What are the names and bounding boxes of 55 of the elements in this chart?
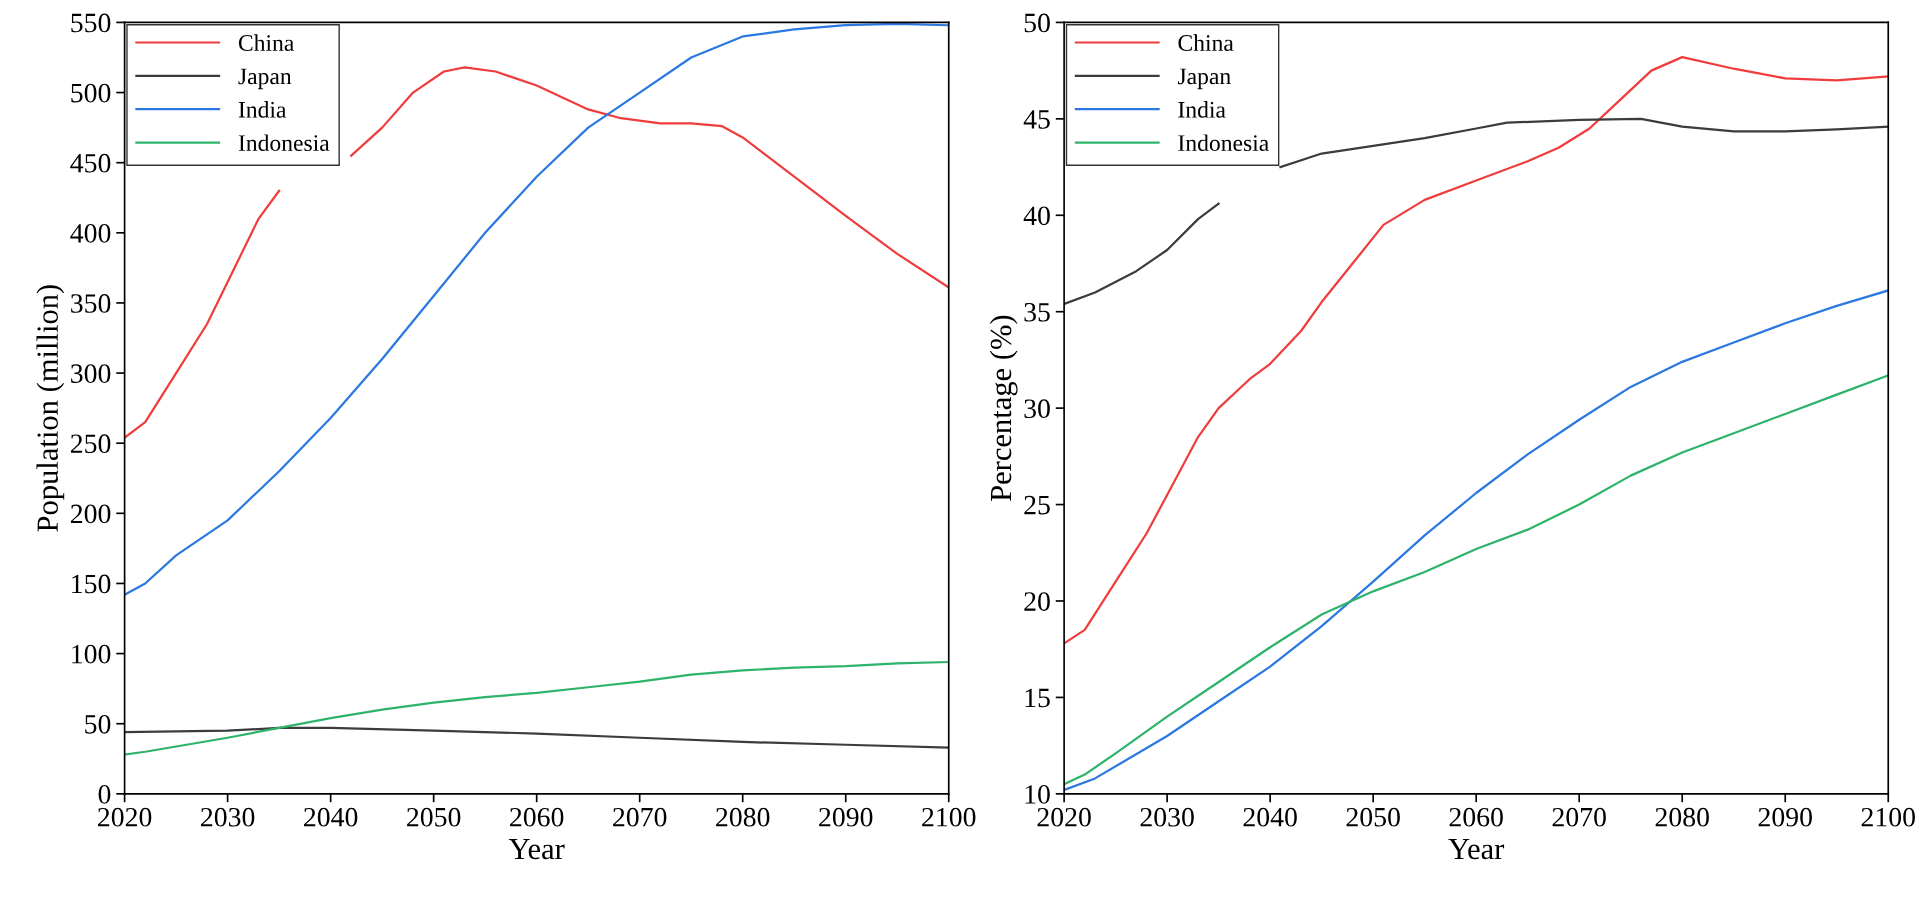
x-tick-label: 2100 bbox=[922, 807, 976, 827]
x-tick-label: 2040 bbox=[1243, 807, 1297, 827]
x-axis-title: Year bbox=[1448, 838, 1505, 860]
x-tick-label: 2100 bbox=[1861, 807, 1915, 827]
x-tick-label: 2070 bbox=[1552, 807, 1606, 827]
legend-label: Japan bbox=[238, 68, 292, 90]
x-axis-title: Year bbox=[508, 838, 565, 860]
y-tick-label: 100 bbox=[72, 644, 111, 664]
y-tick-label: 50 bbox=[1024, 13, 1050, 33]
line-series bbox=[1064, 56, 1889, 645]
y-tick-label: 25 bbox=[1024, 495, 1050, 515]
x-tick-label: 2080 bbox=[1655, 807, 1709, 827]
line-series bbox=[124, 660, 949, 756]
legend-label: India bbox=[1178, 101, 1226, 118]
y-tick-label: 30 bbox=[1024, 399, 1050, 419]
x-tick-label: 2090 bbox=[819, 807, 873, 827]
x-tick-label: 2030 bbox=[1140, 807, 1194, 827]
line-series bbox=[124, 726, 949, 749]
y-axis-title: Population (million) bbox=[36, 285, 65, 532]
y-tick-label: 500 bbox=[71, 83, 111, 103]
y-tick-label: 400 bbox=[70, 223, 111, 243]
x-tick-label: 2050 bbox=[407, 807, 461, 827]
y-tick-label: 250 bbox=[70, 434, 111, 454]
line-series bbox=[1064, 374, 1889, 786]
y-tick-label: 15 bbox=[1025, 688, 1050, 708]
y-tick-label: 20 bbox=[1024, 592, 1050, 611]
x-tick-label: 2020 bbox=[1037, 807, 1091, 827]
y-tick-label: 200 bbox=[70, 504, 111, 524]
x-tick-label: 2060 bbox=[510, 807, 564, 827]
y-axis-title: Percentage (%) bbox=[989, 315, 1018, 501]
y-tick-label: 450 bbox=[70, 153, 111, 173]
y-tick-label: 50 bbox=[85, 714, 111, 734]
y-tick-label: 40 bbox=[1023, 206, 1050, 226]
y-tick-label: 550 bbox=[71, 13, 111, 33]
legend-label: Indonesia bbox=[238, 134, 330, 152]
legend-label: India bbox=[238, 101, 287, 118]
y-tick-label: 350 bbox=[71, 294, 111, 313]
x-tick-label: 2040 bbox=[304, 807, 358, 827]
legend-label: China bbox=[1178, 34, 1234, 51]
y-tick-label: 45 bbox=[1023, 110, 1050, 129]
legend-label: China bbox=[238, 34, 295, 51]
y-tick-label: 150 bbox=[72, 574, 111, 594]
x-tick-label: 2050 bbox=[1346, 807, 1400, 827]
legend-label: Indonesia bbox=[1178, 134, 1269, 152]
y-tick-label: 10 bbox=[1025, 785, 1050, 804]
x-tick-label: 2060 bbox=[1449, 807, 1503, 827]
x-tick-label: 2030 bbox=[201, 807, 255, 827]
x-tick-label: 2090 bbox=[1758, 807, 1812, 827]
y-tick-label: 0 bbox=[98, 785, 111, 804]
legend-label: Japan bbox=[1177, 68, 1231, 90]
y-tick-label: 35 bbox=[1024, 302, 1050, 322]
y-tick-label: 300 bbox=[71, 364, 111, 383]
x-tick-label: 2020 bbox=[98, 807, 152, 827]
x-tick-label: 2070 bbox=[613, 807, 667, 827]
x-tick-label: 2080 bbox=[716, 807, 770, 827]
